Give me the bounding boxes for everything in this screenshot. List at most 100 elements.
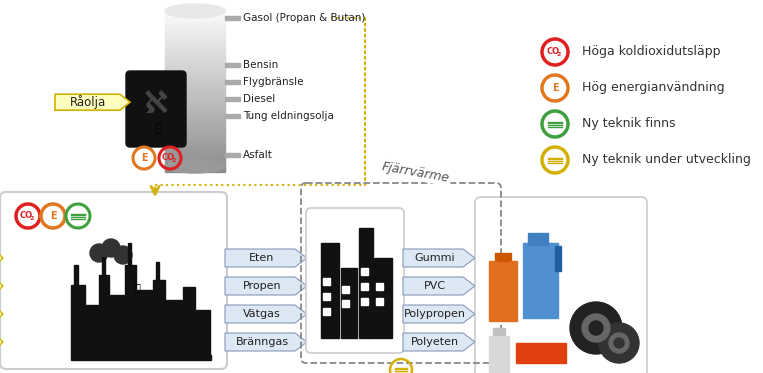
Bar	[165, 156, 225, 157]
Bar	[165, 58, 225, 59]
Bar	[489, 261, 517, 321]
Bar	[165, 5, 225, 6]
Bar	[165, 65, 225, 66]
Text: Hög energianvändning: Hög energianvändning	[582, 81, 725, 94]
Bar	[516, 343, 566, 363]
Bar	[225, 153, 240, 157]
Bar	[165, 120, 225, 121]
Circle shape	[589, 321, 603, 335]
Bar	[165, 7, 225, 8]
Bar	[165, 76, 225, 77]
Bar	[165, 42, 225, 43]
Bar	[165, 95, 225, 96]
Bar	[361, 283, 368, 290]
Bar	[376, 283, 383, 290]
Circle shape	[582, 314, 610, 342]
Bar	[165, 56, 225, 57]
Bar	[165, 49, 225, 50]
Bar	[165, 51, 225, 52]
Bar	[225, 80, 240, 84]
Bar	[225, 114, 240, 118]
Bar	[225, 97, 240, 101]
Text: Höga koldioxidutsläpp: Höga koldioxidutsläpp	[582, 46, 720, 59]
Text: 2: 2	[29, 216, 34, 221]
Polygon shape	[225, 249, 307, 267]
Bar	[165, 31, 225, 32]
Bar	[165, 98, 225, 99]
Text: Ny teknik finns: Ny teknik finns	[582, 117, 675, 131]
Bar	[165, 61, 225, 62]
Text: Fjärrvärme: Fjärrvärme	[381, 160, 451, 185]
Bar	[165, 101, 225, 102]
Bar	[495, 253, 511, 261]
Bar	[165, 162, 225, 163]
Bar	[165, 143, 225, 144]
Bar	[165, 69, 225, 70]
Bar	[166, 300, 182, 355]
Bar	[165, 134, 225, 135]
Bar	[323, 293, 330, 300]
Bar	[165, 126, 225, 127]
Bar	[165, 40, 225, 41]
Bar	[165, 81, 225, 82]
Bar	[71, 355, 211, 360]
Bar	[165, 118, 225, 119]
Bar	[165, 109, 225, 110]
Bar	[165, 91, 225, 92]
FancyBboxPatch shape	[126, 71, 186, 147]
Bar	[555, 246, 561, 271]
Bar	[165, 153, 225, 154]
Bar	[165, 33, 225, 34]
Bar	[342, 300, 349, 307]
Polygon shape	[0, 279, 3, 293]
Bar	[165, 32, 225, 33]
Bar	[165, 138, 225, 139]
Bar	[165, 100, 225, 101]
Bar	[165, 99, 225, 100]
FancyBboxPatch shape	[475, 197, 647, 373]
Bar	[165, 11, 225, 12]
Text: 🔥: 🔥	[154, 122, 162, 135]
Bar	[165, 12, 225, 13]
Bar	[165, 18, 225, 19]
Text: CO: CO	[20, 211, 33, 220]
Text: Polypropen: Polypropen	[404, 309, 466, 319]
Text: PVC: PVC	[424, 281, 446, 291]
Text: Diesel: Diesel	[243, 94, 275, 104]
Bar	[153, 280, 165, 355]
Bar	[165, 37, 225, 38]
Text: Bränngas: Bränngas	[236, 337, 288, 347]
Bar	[165, 13, 225, 14]
Bar	[196, 310, 210, 355]
Bar	[165, 16, 225, 17]
Bar	[165, 62, 225, 63]
Bar	[165, 59, 225, 60]
Bar	[165, 28, 225, 29]
Bar	[165, 144, 225, 145]
Bar	[165, 119, 225, 120]
Bar	[165, 99, 182, 105]
Bar	[165, 19, 225, 20]
Bar	[165, 87, 225, 88]
Bar	[165, 141, 225, 142]
Bar	[165, 41, 225, 42]
Bar	[165, 46, 225, 47]
Bar	[528, 233, 548, 245]
Bar	[165, 68, 225, 69]
Text: E: E	[50, 211, 56, 221]
Bar	[165, 113, 225, 114]
Bar	[165, 92, 225, 93]
Polygon shape	[403, 277, 475, 295]
Text: Polyeten: Polyeten	[411, 337, 459, 347]
Bar	[165, 96, 225, 97]
Circle shape	[90, 244, 108, 262]
Bar	[165, 167, 225, 168]
Polygon shape	[0, 335, 3, 349]
Bar	[165, 159, 225, 160]
Bar	[165, 171, 225, 172]
Bar	[374, 258, 392, 338]
Bar	[165, 47, 225, 48]
Bar	[125, 265, 136, 355]
Bar	[225, 63, 240, 67]
Bar	[165, 116, 225, 117]
